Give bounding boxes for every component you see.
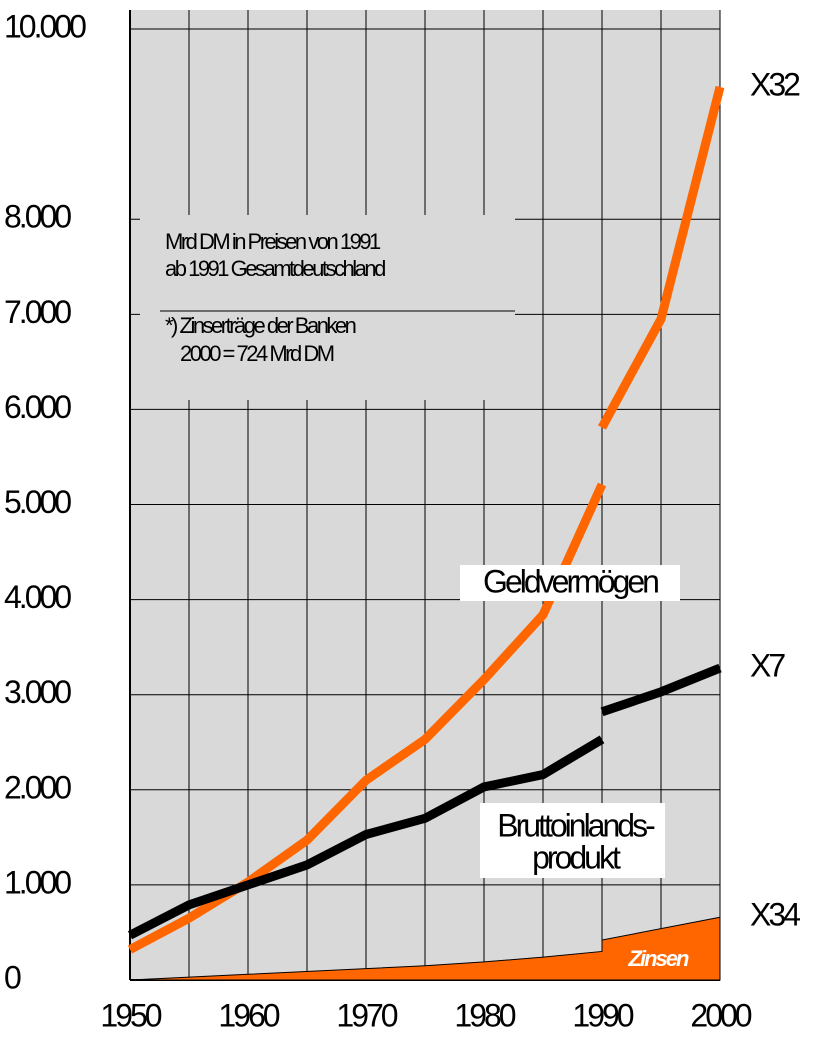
series-label: Bruttoinlands- (497, 807, 655, 843)
series-label: Zinsen (628, 946, 689, 971)
y-tick-label: 7.000 (4, 294, 71, 330)
end-label: X32 (750, 66, 800, 102)
y-tick-label: 4.000 (4, 579, 71, 615)
note-text: ab 1991 Gesamtdeutschland (165, 256, 385, 281)
note-text: Mrd DM in Preisen von 1991 (165, 229, 381, 254)
note-text: 2000 = 724 Mrd DM (180, 341, 334, 366)
label-box (460, 565, 680, 601)
y-tick-label: 0 (4, 959, 21, 995)
line (598, 85, 725, 430)
x-tick-label: 2000 (690, 997, 751, 1033)
note-box (140, 215, 515, 400)
x-tick-label: 1950 (100, 997, 161, 1033)
end-label: X7 (750, 648, 785, 684)
note-text: *) Zinserträge der Banken (165, 313, 356, 338)
series-label: Geldvermögen (483, 563, 658, 599)
label-box (480, 803, 665, 878)
x-tick-label: 1970 (336, 997, 397, 1033)
end-label: X34 (750, 897, 800, 933)
x-tick-label: 1980 (454, 997, 515, 1033)
area (129, 916, 721, 981)
y-tick-label: 2.000 (4, 769, 71, 805)
y-tick-label: 6.000 (4, 389, 71, 425)
line (127, 735, 605, 940)
line (600, 663, 722, 717)
y-tick-label: 1.000 (4, 864, 71, 900)
x-tick-label: 1960 (218, 997, 279, 1033)
y-tick-label: 10.000 (4, 8, 86, 44)
x-tick-label: 1990 (572, 997, 633, 1033)
y-tick-label: 8.000 (4, 199, 71, 235)
line (127, 482, 607, 954)
series-label: produkt (532, 839, 621, 875)
y-tick-label: 3.000 (4, 674, 71, 710)
y-tick-label: 5.000 (4, 484, 71, 520)
